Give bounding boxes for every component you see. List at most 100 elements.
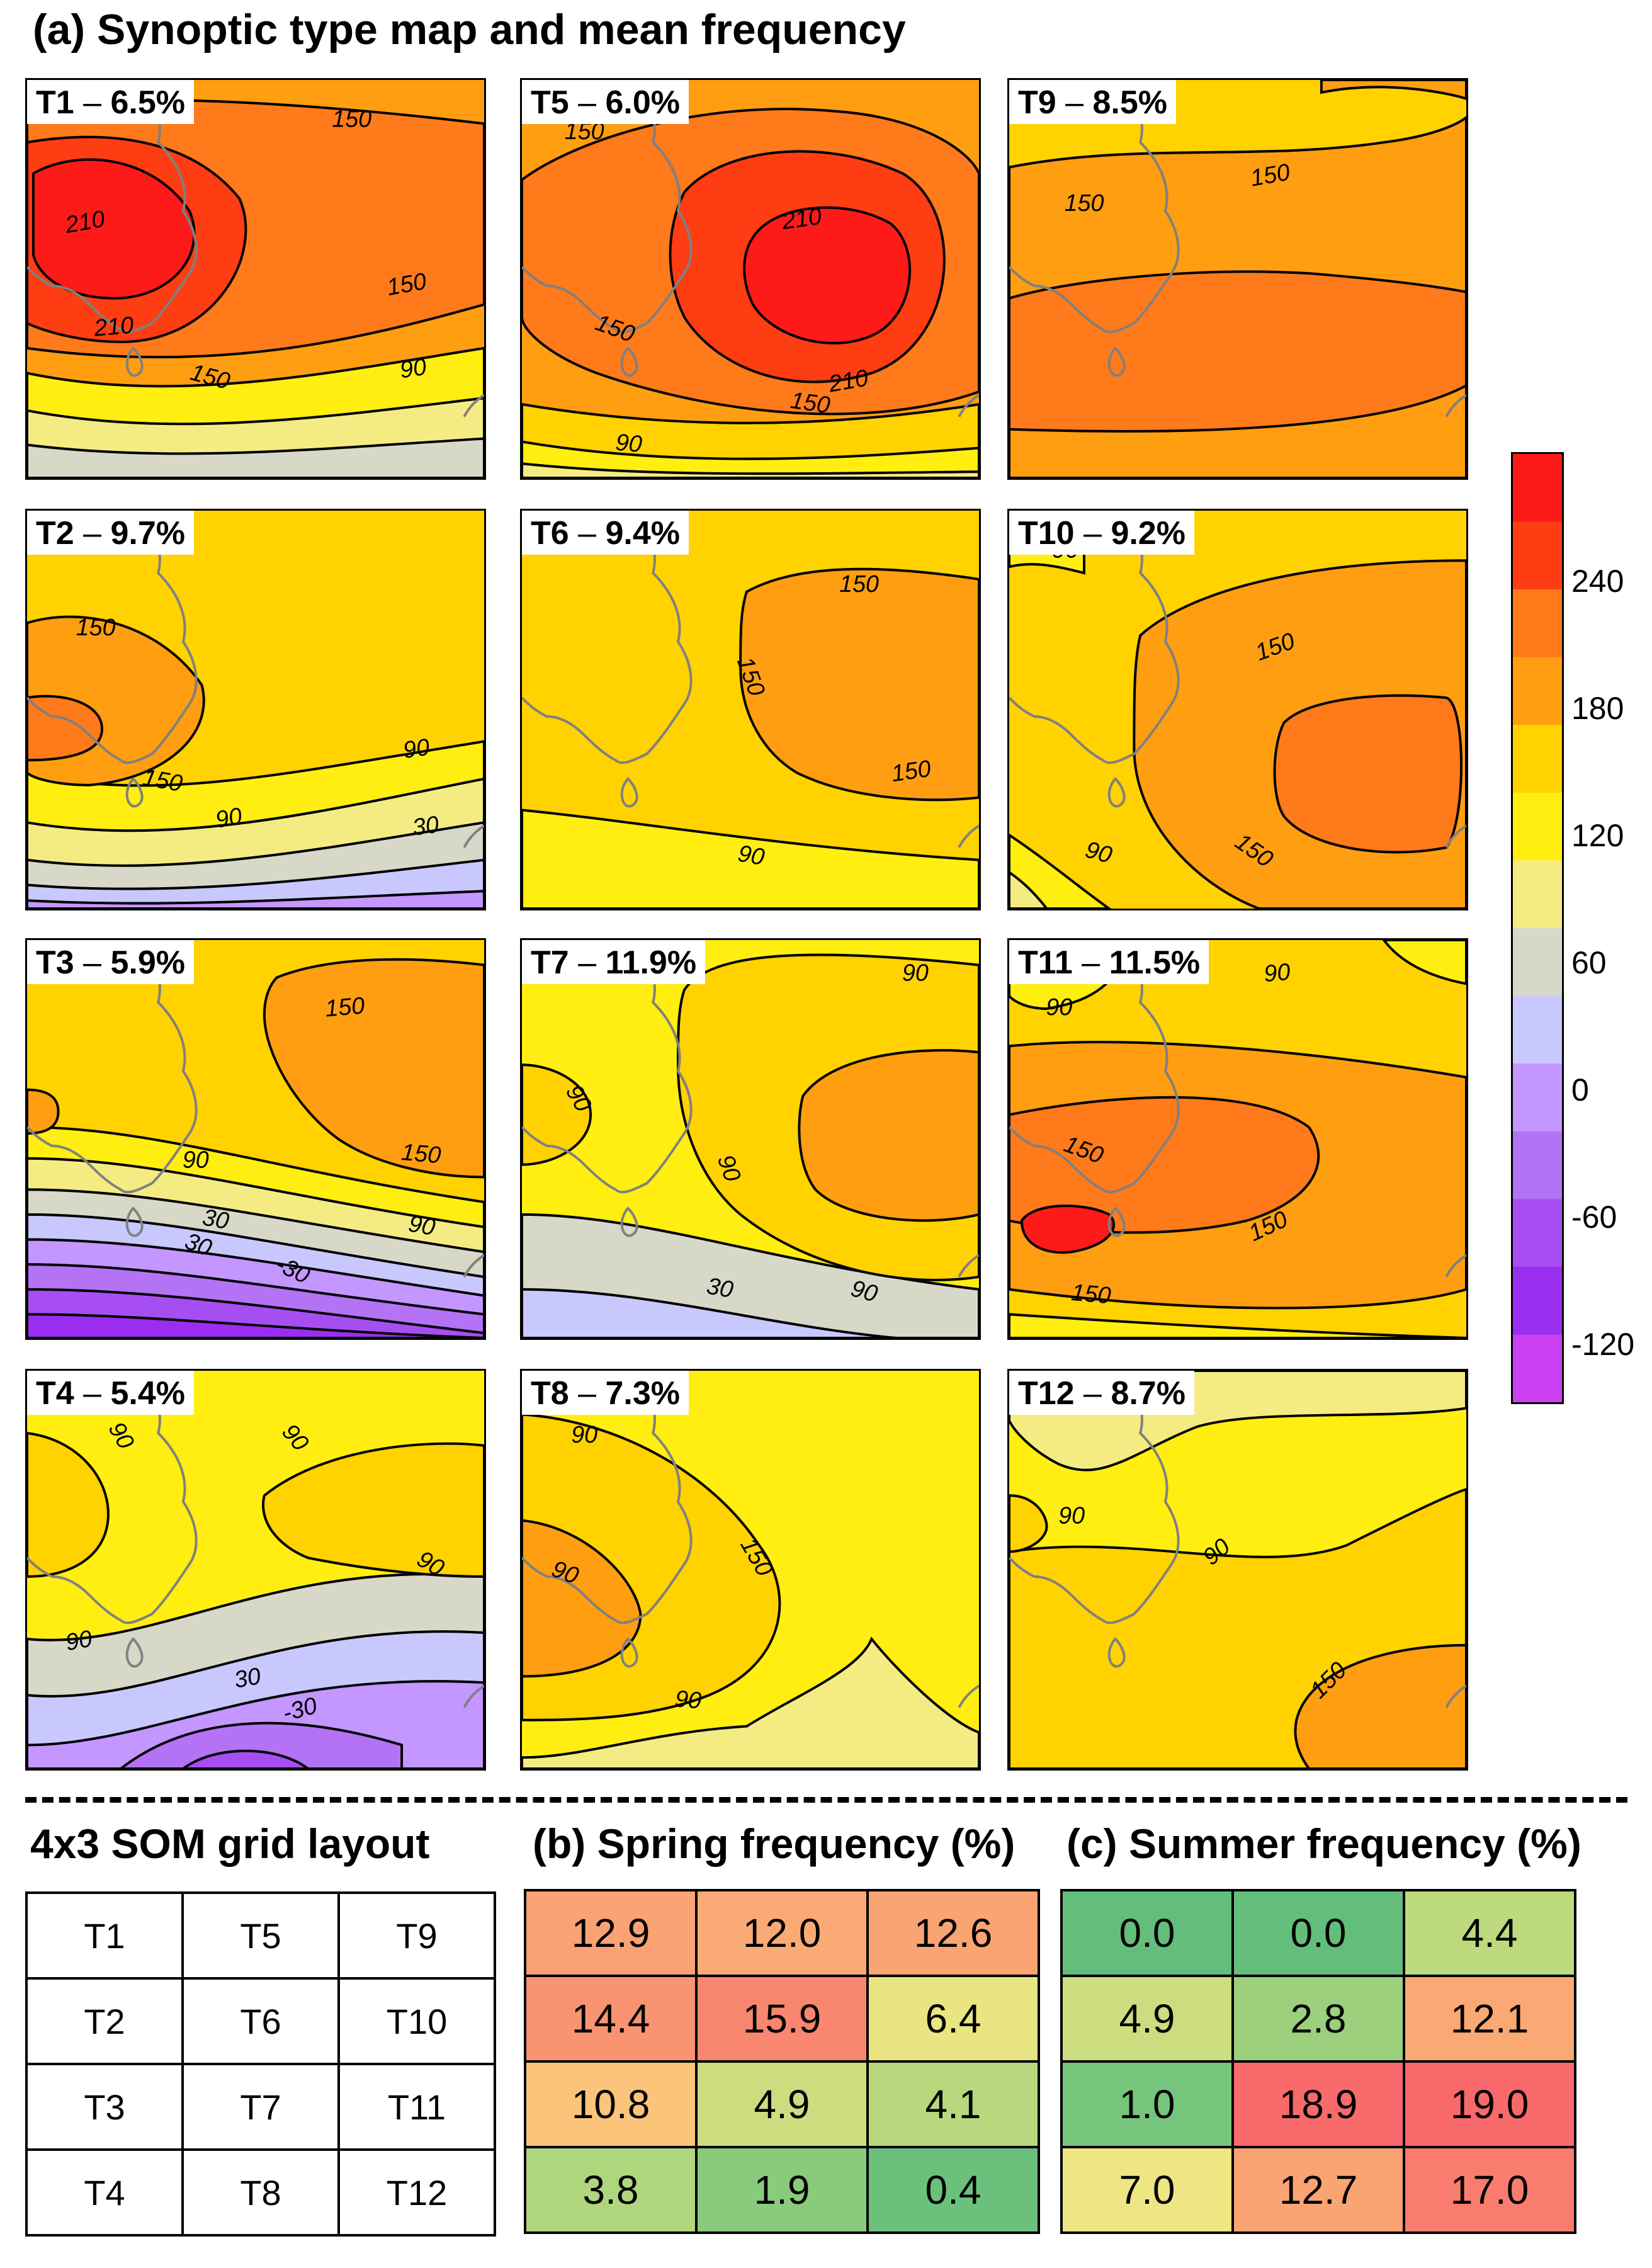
som-cell: T7: [181, 2063, 340, 2151]
contour-label: 150: [839, 570, 879, 597]
som-cell: T11: [337, 2063, 496, 2151]
contour-label: 150: [332, 105, 371, 132]
contour-label: 90: [674, 1685, 702, 1713]
panel-frequency: 11.9%: [605, 944, 697, 981]
contour-band: [522, 1636, 979, 1769]
panel-type: T9: [1018, 84, 1056, 121]
map-panel-t1: 150 210 150 210 150 90 T1 – 6.5%: [25, 78, 486, 480]
spring-table-title: (b) Spring frequency (%): [533, 1820, 1016, 1867]
panel-type: T1: [36, 84, 74, 121]
contour-band: [1009, 270, 1466, 433]
contour-label: 210: [93, 312, 135, 341]
panel-dash: –: [569, 84, 606, 121]
summer-cell: 12.1: [1403, 1975, 1576, 2063]
contour-band: [263, 958, 484, 1179]
contour-label: 90: [401, 734, 431, 763]
som-cell: T4: [25, 2148, 184, 2237]
coastline: [27, 511, 484, 848]
colorbar: [1511, 452, 1564, 1404]
colorbar-band: [1513, 589, 1562, 659]
colorbar-tick: -120: [1571, 1327, 1635, 1362]
spring-cell: 3.8: [524, 2146, 698, 2234]
colorbar-band: [1513, 1266, 1562, 1335]
panel-dash: –: [74, 84, 111, 121]
contour-label: 90: [902, 959, 929, 985]
panel-type: T6: [531, 515, 569, 552]
contour-label: 210: [779, 203, 823, 234]
panel-type: T7: [531, 944, 569, 981]
colorbar-band: [1513, 860, 1562, 929]
coastline: [522, 511, 979, 848]
panel-label: T1 – 6.5%: [27, 80, 195, 124]
colorbar-canvas: [1513, 454, 1562, 1402]
contour-label: 90: [183, 1147, 209, 1173]
summer-cell: 0.0: [1060, 1889, 1234, 1977]
contour-band: [1009, 1494, 1048, 1553]
som-cell: T8: [181, 2148, 340, 2237]
contour-band: [1294, 1643, 1466, 1769]
contour-label: 90: [64, 1625, 94, 1656]
summer-frequency-table: 0.0 0.0 4.4 4.9 2.8 12.1 1.0 18.9 19.0 7…: [1060, 1889, 1576, 2234]
panel-frequency: 6.5%: [110, 84, 186, 121]
coastline: [1009, 80, 1466, 417]
contour-label: 150: [76, 614, 116, 640]
contour-band: [1273, 694, 1462, 854]
contour-band: [522, 1063, 592, 1166]
contour-label: 90: [398, 353, 427, 383]
summer-cell: 0.0: [1231, 1889, 1405, 1977]
panel-dash: –: [74, 1375, 111, 1412]
panel-dash: –: [569, 1375, 606, 1412]
colorbar-band: [1513, 1334, 1562, 1402]
panel-frequency: 9.7%: [110, 515, 186, 552]
contour-label: 30: [232, 1662, 263, 1693]
summer-cell: 18.9: [1231, 2060, 1405, 2148]
spring-frequency-table: 12.9 12.0 12.6 14.4 15.9 6.4 10.8 4.9 4.…: [524, 1889, 1040, 2234]
som-cell: T6: [181, 1977, 340, 2065]
spring-cell: 1.9: [695, 2146, 869, 2234]
panel-label: T4 – 5.4%: [27, 1371, 195, 1415]
coastline: [1009, 940, 1466, 1278]
coastline: [27, 80, 484, 417]
contour-label: 150: [890, 755, 932, 786]
panel-label: T12 – 8.7%: [1009, 1371, 1194, 1415]
panel-frequency: 9.2%: [1111, 515, 1185, 552]
spring-cell: 12.0: [695, 1889, 869, 1977]
map-panel-t4: 90 90 90 90 30 -30 T4 – 5.4%: [25, 1369, 486, 1771]
colorbar-tick: 60: [1571, 945, 1607, 980]
contour-label: 150: [1070, 1279, 1112, 1308]
panel-label: T5 – 6.0%: [522, 80, 689, 124]
spring-cell: 12.9: [524, 1889, 698, 1977]
map-panel-t2: 150 150 90 90 30 T2 – 9.7%: [25, 509, 486, 910]
summer-cell: 12.7: [1231, 2146, 1405, 2234]
contour-band: [1009, 1313, 1466, 1338]
spring-cell: 6.4: [866, 1975, 1040, 2063]
contour-band: [522, 808, 979, 909]
coastline: [1009, 1371, 1466, 1708]
spring-cell: 4.1: [866, 2060, 1040, 2148]
panel-label: T6 – 9.4%: [522, 511, 689, 555]
contour-band: [1382, 940, 1466, 985]
summer-cell: 7.0: [1060, 2146, 1234, 2234]
som-cell: T5: [181, 1891, 340, 1980]
colorbar-band: [1513, 521, 1562, 591]
panel-frequency: 6.0%: [605, 84, 681, 121]
contour-label: 150: [400, 1138, 442, 1168]
contour-band: [27, 1432, 110, 1578]
summer-cell: 4.4: [1403, 1889, 1576, 1977]
contour-band: [743, 206, 912, 344]
som-cell: T12: [337, 2148, 496, 2237]
contour-label: 90: [1046, 994, 1072, 1020]
contour-band: [27, 890, 484, 909]
panel-frequency: 5.4%: [110, 1375, 186, 1412]
contour-band: [1009, 871, 1049, 909]
contour-label: 90: [736, 840, 767, 871]
map-panel-t8: 90 150 90 90 T8 – 7.3%: [520, 1369, 981, 1771]
contour-label: 90: [407, 1210, 438, 1240]
contour-band: [522, 440, 979, 478]
